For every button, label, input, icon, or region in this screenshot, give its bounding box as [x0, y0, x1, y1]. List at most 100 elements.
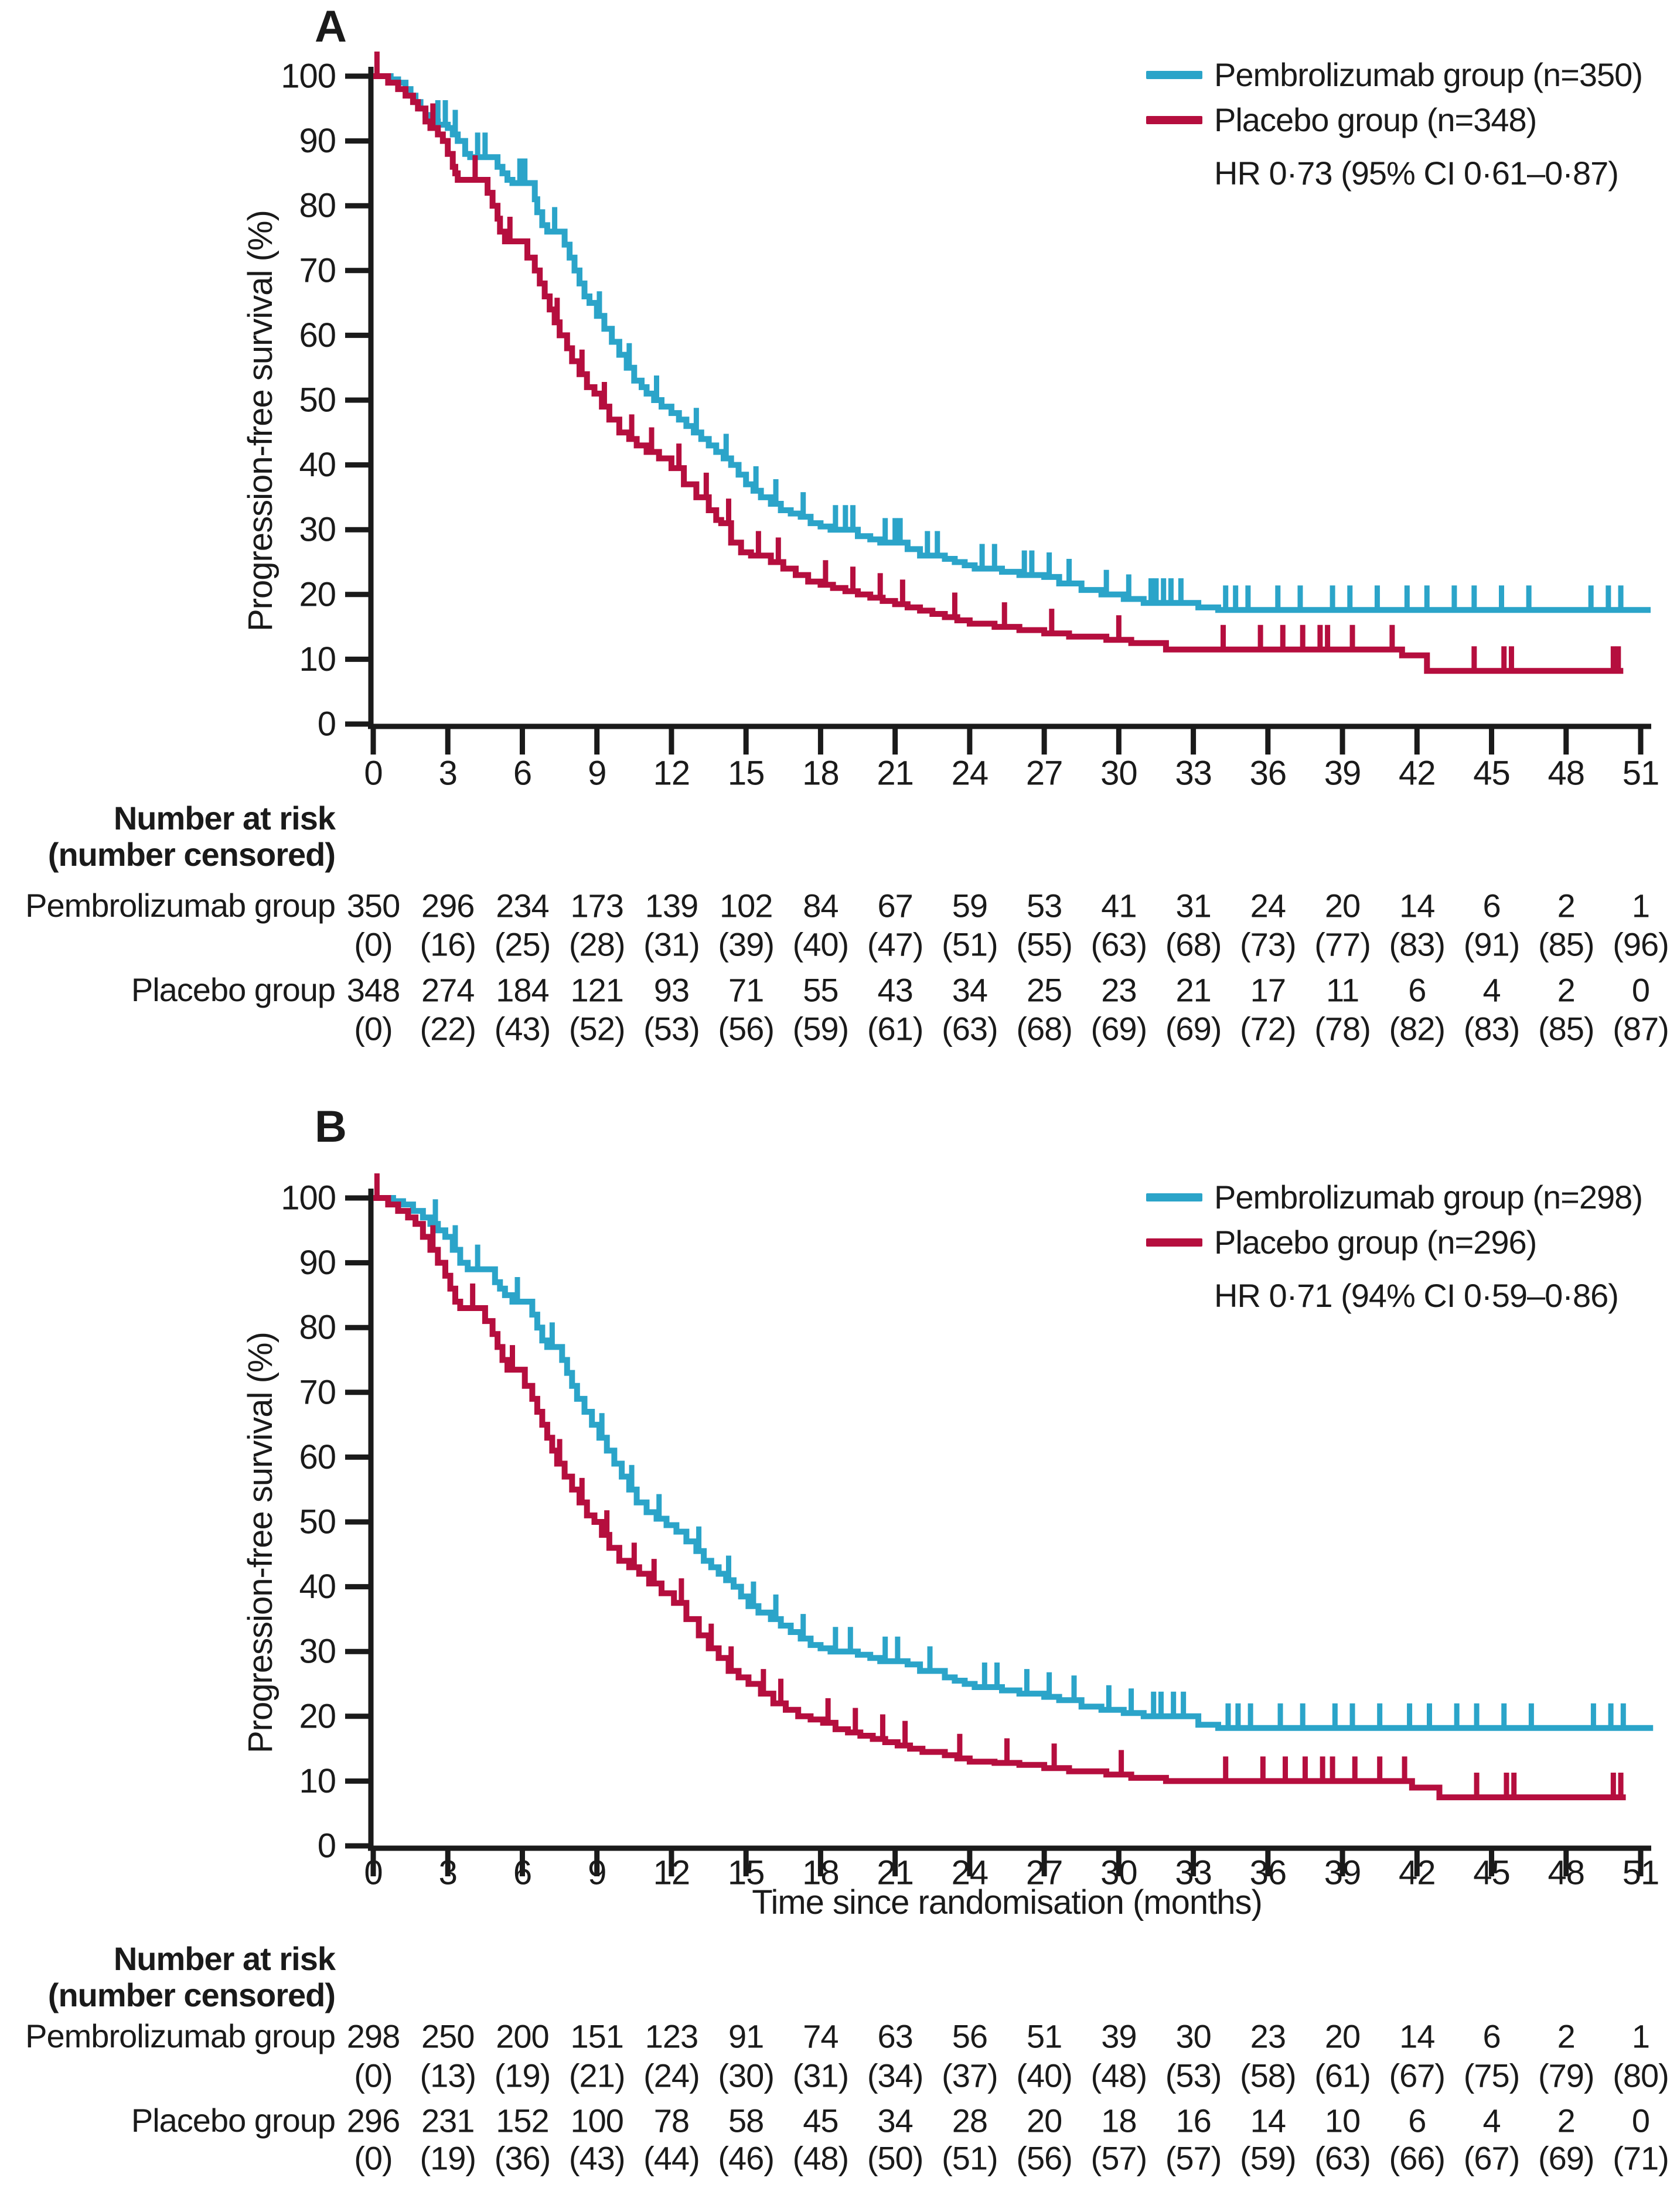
censored-value: (50) [867, 2140, 923, 2177]
hazard-ratio-annotation-a: HR 0·73 (95% CI 0·61–0·87) [1214, 155, 1619, 192]
at-risk-value: 18 [1101, 2102, 1136, 2139]
x-tick-label: 15 [728, 1854, 765, 1892]
at-risk-value: 78 [654, 2102, 689, 2139]
censored-value: (43) [495, 1011, 551, 1047]
x-tick-label: 48 [1548, 755, 1585, 793]
censored-value: (87) [1613, 1011, 1669, 1047]
placebo-line-swatch [1146, 1238, 1202, 1247]
y-tick-label: 0 [318, 1827, 336, 1865]
number-censored-header-b: (number censored) [47, 1977, 336, 2013]
censored-value: (57) [1091, 2140, 1147, 2177]
at-risk-value: 14 [1399, 2018, 1434, 2055]
at-risk-value: 250 [421, 2018, 474, 2055]
y-tick-label: 40 [299, 446, 336, 484]
x-axis-title: Time since randomisation (months) [752, 1883, 1263, 1921]
x-tick-label: 15 [728, 755, 765, 793]
censored-value: (44) [643, 2140, 700, 2177]
at-risk-value: 2 [1557, 2018, 1575, 2055]
censored-value: (68) [1016, 1011, 1072, 1047]
x-tick-label: 45 [1473, 1854, 1510, 1892]
number-at-risk-header-b: Number at risk [113, 1940, 336, 1977]
x-tick-label: 51 [1623, 755, 1659, 793]
censored-value: (63) [942, 1011, 998, 1047]
pembrolizumab-line-swatch [1146, 71, 1202, 79]
x-tick-label: 33 [1175, 755, 1212, 793]
legend-label: Pembrolizumab group (n=298) [1214, 1179, 1643, 1216]
survival-curve [373, 73, 1651, 613]
censored-value: (59) [1240, 2140, 1296, 2177]
at-risk-value: 121 [570, 972, 623, 1009]
censored-value: (13) [420, 2057, 476, 2094]
censored-value: (82) [1389, 1011, 1445, 1047]
x-tick-label: 6 [513, 755, 531, 793]
censored-value: (25) [495, 926, 551, 963]
censored-value: (63) [1314, 2140, 1371, 2177]
at-risk-value: 100 [570, 2102, 623, 2139]
pembrolizumab-line-swatch [1146, 1193, 1202, 1201]
censored-value: (31) [643, 926, 700, 963]
at-risk-value: 6 [1482, 887, 1500, 924]
x-tick-label: 24 [952, 755, 989, 793]
at-risk-value: 10 [1325, 2102, 1360, 2139]
censored-value: (63) [1091, 926, 1147, 963]
censored-value: (57) [1165, 2140, 1222, 2177]
at-risk-value: 34 [877, 2102, 912, 2139]
y-tick-label: 30 [299, 1633, 336, 1671]
legend-label: Pembrolizumab group (n=350) [1214, 56, 1643, 93]
censored-value: (73) [1240, 926, 1296, 963]
x-tick-label: 39 [1324, 755, 1361, 793]
at-risk-value: 350 [347, 887, 400, 924]
y-tick-label: 10 [299, 640, 336, 678]
at-risk-value: 25 [1027, 972, 1062, 1009]
x-tick-label: 6 [513, 1854, 531, 1892]
at-risk-value: 34 [952, 972, 987, 1009]
x-tick-label: 48 [1548, 1854, 1585, 1892]
at-risk-value: 6 [1408, 2102, 1426, 2139]
censored-value: (55) [1016, 926, 1072, 963]
censored-value: (67) [1389, 2057, 1445, 2094]
censored-value: (40) [793, 926, 849, 963]
censored-value: (40) [1016, 2057, 1072, 2094]
censored-value: (48) [793, 2140, 849, 2177]
censored-value: (85) [1538, 1011, 1594, 1047]
at-risk-value: 39 [1101, 2018, 1136, 2055]
censored-value: (69) [1538, 2140, 1594, 2177]
at-risk-value: 0 [1632, 2102, 1649, 2139]
legend-item-placebo-a: Placebo group (n=348) [1146, 104, 1537, 136]
legend-item-pembrolizumab-a: Pembrolizumab group (n=350) [1146, 56, 1643, 93]
at-risk-value: 20 [1325, 887, 1360, 924]
at-risk-value: 71 [728, 972, 763, 1009]
censored-value: (80) [1613, 2057, 1669, 2094]
at-risk-value: 23 [1101, 972, 1136, 1009]
hazard-ratio-annotation-b: HR 0·71 (94% CI 0·59–0·86) [1214, 1277, 1619, 1314]
panel-label-b: B [315, 1102, 347, 1152]
at-risk-value: 56 [952, 2018, 987, 2055]
at-risk-value: 348 [347, 972, 400, 1009]
at-risk-value: 30 [1175, 2018, 1211, 2055]
at-risk-value: 2 [1557, 887, 1575, 924]
censored-value: (67) [1464, 2140, 1520, 2177]
x-tick-label: 36 [1250, 755, 1287, 793]
censored-value: (53) [643, 1011, 700, 1047]
at-risk-value: 298 [347, 2018, 400, 2055]
x-tick-label: 12 [653, 1854, 690, 1892]
censored-value: (83) [1464, 1011, 1520, 1047]
censored-value: (66) [1389, 2140, 1445, 2177]
at-risk-value: 74 [803, 2018, 838, 2055]
at-risk-value: 1 [1632, 2018, 1649, 2055]
at-risk-value: 2 [1557, 972, 1575, 1009]
risk-row-label-pembrolizumab-a: Pembrolizumab group [25, 887, 336, 924]
x-tick-label: 36 [1250, 1854, 1287, 1892]
x-tick-label: 18 [802, 1854, 839, 1892]
censored-value: (75) [1464, 2057, 1520, 2094]
x-tick-label: 3 [439, 1854, 457, 1892]
legend-item-pembrolizumab-b: Pembrolizumab group (n=298) [1146, 1179, 1643, 1216]
at-risk-value: 173 [570, 887, 623, 924]
at-risk-value: 51 [1027, 2018, 1062, 2055]
at-risk-value: 152 [496, 2102, 548, 2139]
at-risk-value: 63 [877, 2018, 912, 2055]
y-tick-label: 70 [299, 1373, 336, 1411]
censored-value: (59) [793, 1011, 849, 1047]
